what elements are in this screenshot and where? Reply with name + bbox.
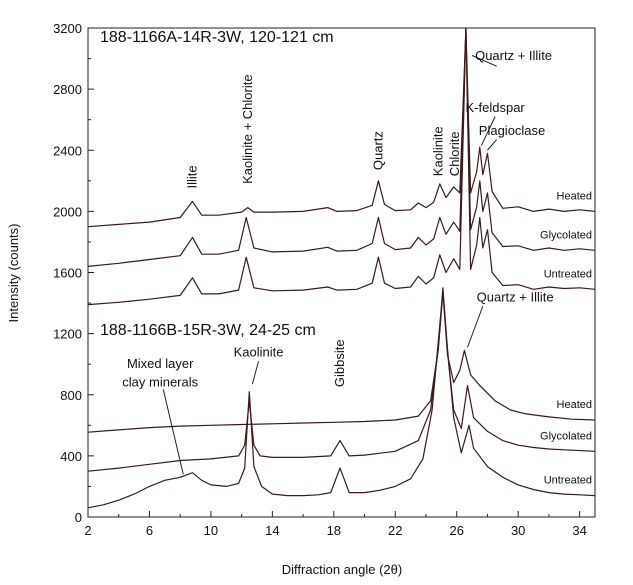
annotation-leader-line [162, 389, 184, 475]
x-tick-label: 6 [146, 523, 153, 538]
y-tick-label: 0 [75, 510, 82, 525]
series-line-a-glycolated [87, 27, 596, 267]
series-label: Glycolated [540, 430, 592, 442]
y-tick-label: 1200 [53, 327, 82, 342]
x-tick-label: 14 [265, 523, 279, 538]
y-tick-label: 1600 [53, 266, 82, 281]
peak-label: Illite [185, 165, 200, 188]
peak-label: Quartz + Illite [477, 290, 554, 305]
peak-label: Kaolinite + Chlorite [240, 74, 255, 183]
peak-label: Chlorite [447, 131, 462, 176]
x-tick-label: 10 [204, 523, 218, 538]
x-tick-label: 34 [572, 523, 586, 538]
y-tick-label: 2400 [53, 143, 82, 158]
x-axis-title: Diffraction angle (2θ) [282, 562, 402, 577]
series-label: Untreated [544, 475, 592, 487]
x-tick-label: 2 [84, 523, 91, 538]
peak-label: K-feldspar [466, 100, 526, 115]
x-tick-label: 30 [511, 523, 525, 538]
peak-label: Gibbsite [332, 339, 347, 387]
peak-label: clay minerals [122, 374, 198, 389]
series-line-b-glycolated [87, 287, 596, 472]
peak-label: Quartz [370, 131, 385, 170]
panel-title-b: 188-1166B-15R-3W, 24-25 cm [100, 322, 316, 339]
series-line-b-untreated [87, 290, 596, 509]
x-tick-label: 18 [327, 523, 341, 538]
axes: 2 6 10 14 18 22 26 30 34040080012001600200024002… [53, 21, 587, 538]
peak-label: Kaolinite [234, 345, 284, 360]
y-tick-label: 2800 [53, 82, 82, 97]
series-label: Heated [557, 190, 592, 202]
y-axis-title: Intensity (counts) [6, 224, 21, 323]
series-label: Heated [557, 399, 592, 411]
y-tick-label: 3200 [53, 21, 82, 36]
annotation-leaders [162, 55, 498, 475]
annotation-leader-line [480, 116, 496, 146]
y-tick-label: 400 [60, 449, 82, 464]
peak-label: Quartz + Illite [475, 48, 552, 63]
annotation-leader-line [471, 55, 497, 67]
series-labels: Heated Glycolated Untreated Heated Glycolate… [540, 190, 592, 486]
y-tick-label: 800 [60, 388, 82, 403]
series-label: Untreated [544, 268, 592, 280]
peak-label: Mixed layer [127, 356, 194, 371]
peak-label: Plagioclase [479, 123, 546, 138]
peak-label: Kaolinite [430, 126, 445, 176]
x-tick-label: 22 [388, 523, 402, 538]
series-line-a-heated [87, 27, 596, 228]
series-line-a-untreated [87, 27, 596, 306]
peak-annotations: Illite Kaolinite + Chlorite Quartz Kaolinit… [122, 48, 553, 389]
annotation-leader-line [467, 305, 484, 348]
panel-title-a: 188-1166A-14R-3W, 120-121 cm [100, 29, 334, 46]
annotation-leader-line [251, 361, 260, 385]
series-label: Glycolated [540, 229, 592, 241]
y-tick-label: 2000 [53, 204, 82, 219]
plot-lines [87, 27, 596, 509]
annotation-leader-line [487, 139, 498, 151]
x-tick-label: 26 [449, 523, 463, 538]
